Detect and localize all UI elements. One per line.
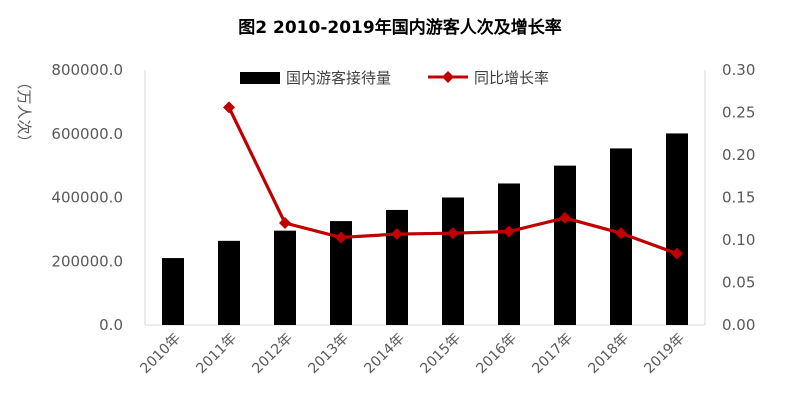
line-series	[223, 101, 683, 260]
x-tick-label: 2019年	[641, 331, 687, 377]
y-axis-label: （万人次）	[15, 74, 33, 149]
x-tick-label: 2013年	[305, 331, 351, 377]
y-left-tick-label: 800000.0	[51, 61, 123, 79]
line-point-marker	[615, 227, 627, 240]
bar	[498, 183, 520, 325]
y-left-tick-label: 600000.0	[51, 125, 123, 143]
y-right-tick-label: 0.25	[722, 104, 755, 122]
bar	[554, 165, 576, 325]
bar	[442, 197, 464, 325]
y-right-tick-label: 0.00	[722, 316, 755, 334]
line-point-marker	[671, 247, 683, 260]
y-left-tick-label: 0.0	[99, 316, 123, 334]
x-tick-label: 2014年	[361, 331, 407, 377]
legend-line-marker	[442, 71, 454, 83]
y-right-tick-label: 0.20	[722, 146, 755, 164]
y-right-tick-label: 0.05	[722, 274, 755, 292]
line-point-marker	[503, 225, 515, 238]
y-right-tick-label: 0.10	[722, 231, 755, 249]
legend-bar-swatch	[240, 72, 280, 84]
y-left-tick-label: 200000.0	[51, 252, 123, 270]
bar	[218, 240, 240, 325]
x-tick-label: 2011年	[193, 331, 239, 377]
line-point-marker	[559, 211, 571, 224]
bar	[386, 209, 408, 325]
y-left-tick-label: 400000.0	[51, 189, 123, 207]
bar-series	[162, 133, 688, 325]
chart-title: 图2 2010-2019年国内游客人次及增长率	[238, 17, 561, 38]
x-tick-label: 2012年	[249, 331, 295, 377]
y-right-tick-label: 0.15	[722, 189, 755, 207]
legend-line-label: 同比增长率	[474, 69, 549, 87]
bar	[274, 230, 296, 325]
line-point-marker	[279, 217, 291, 229]
line-point-marker	[447, 227, 459, 240]
x-tick-label: 2010年	[137, 331, 183, 377]
x-tick-label: 2015年	[417, 331, 463, 377]
x-tick-label: 2016年	[473, 331, 519, 377]
line-point-marker	[391, 228, 403, 241]
bar	[330, 221, 352, 325]
bar	[162, 258, 184, 325]
y-right-tick-label: 0.30	[722, 61, 755, 79]
x-tick-label: 2017年	[529, 331, 575, 377]
line-point-marker	[335, 231, 347, 244]
x-tick-label: 2018年	[585, 331, 631, 377]
line-point-marker	[223, 101, 235, 114]
bar	[666, 133, 688, 325]
legend-bar-label: 国内游客接待量	[286, 69, 391, 87]
legend: 国内游客接待量 同比增长率	[240, 69, 549, 87]
